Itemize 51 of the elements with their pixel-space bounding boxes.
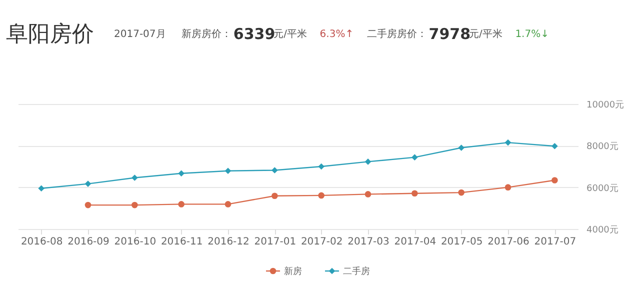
point <box>132 202 138 208</box>
point <box>458 144 464 151</box>
point <box>178 201 184 208</box>
x-tick-label: 2016-10 <box>114 236 156 248</box>
point <box>458 189 464 196</box>
point <box>224 168 232 174</box>
point <box>178 170 184 177</box>
point <box>318 163 324 170</box>
text: 新房房价： <box>181 28 232 40</box>
x-tick-label: 2016-09 <box>68 236 110 248</box>
text: 元/平米 <box>274 28 307 40</box>
x-tick-label: 2017-05 <box>440 236 483 248</box>
point <box>412 154 418 160</box>
y-tick-label: 6000元 <box>586 182 618 194</box>
chart-title: 阜阳房价 <box>6 22 94 47</box>
y-tick-label: 10000元 <box>586 100 624 110</box>
text: 1.7%↓ <box>515 29 549 40</box>
text: 二手房房价： <box>366 28 427 40</box>
x-tick-label: 2017-03 <box>348 236 390 248</box>
text: 元/平米 <box>469 28 502 40</box>
point <box>318 192 324 199</box>
x-tick-label: 2017-06 <box>488 236 530 248</box>
x-tick-label: 2017-07 <box>534 236 576 248</box>
x-tick-label: 2017-02 <box>300 236 343 248</box>
point <box>364 191 372 198</box>
text: 2017-07月 <box>114 29 166 40</box>
legend-label: 二手房 <box>343 266 370 277</box>
point <box>504 139 512 146</box>
y-tick-label: 4000元 <box>586 224 618 236</box>
point <box>552 142 558 150</box>
x-tick-label: 2016-12 <box>208 236 250 248</box>
point <box>84 202 92 208</box>
point <box>84 180 92 187</box>
point <box>224 201 232 208</box>
x-tick-label: 2016-08 <box>20 236 63 248</box>
point <box>504 184 512 190</box>
point <box>272 167 278 174</box>
point <box>412 190 418 197</box>
point <box>552 177 558 184</box>
x-tick-label: 2017-01 <box>254 236 296 248</box>
x-tick-label: 2017-04 <box>394 236 436 248</box>
text: 6.3%↑ <box>320 29 354 40</box>
y-tick-label: 8000元 <box>586 141 618 152</box>
x-tick-label: 2016-11 <box>160 236 203 248</box>
text: 6339 <box>233 25 276 43</box>
point <box>364 158 372 165</box>
point <box>272 192 278 200</box>
point <box>132 174 138 181</box>
legend-label: 新房 <box>284 266 302 277</box>
text: 7978 <box>428 25 471 43</box>
point <box>38 185 44 192</box>
